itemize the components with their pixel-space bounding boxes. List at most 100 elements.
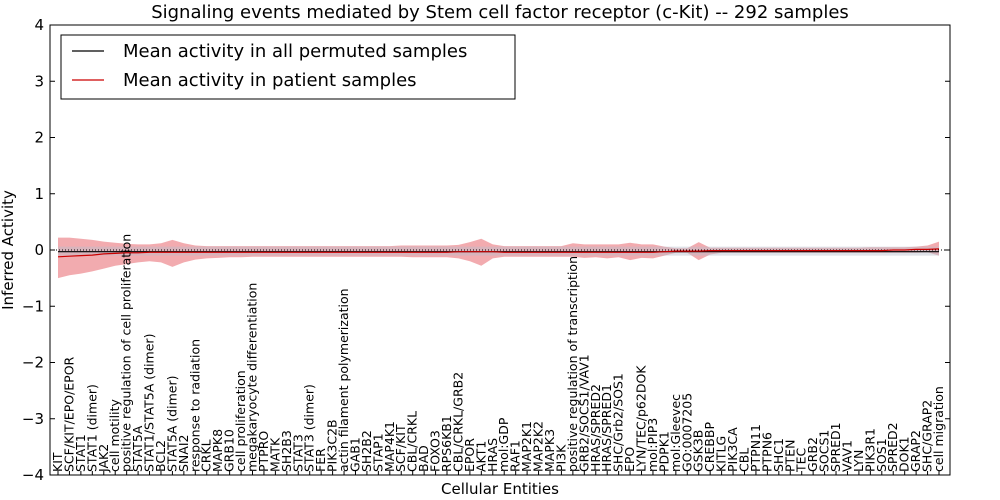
category-label-31: CBL/CRKL [405, 411, 420, 472]
point-s1-49 [617, 251, 620, 254]
point-s1-50 [629, 251, 632, 254]
category-label-17: megakaryocyte differentiation [245, 283, 260, 472]
point-s1-17 [251, 251, 254, 254]
category-label-47: HRAS/SPRED2 [588, 384, 603, 472]
category-label-12: response to radiation [187, 339, 202, 472]
category-label-20: SH2B3 [279, 430, 294, 472]
category-label-27: SH2B2 [359, 430, 374, 472]
plot-frame [49, 24, 951, 476]
legend-box [60, 34, 516, 100]
point-s1-38 [491, 250, 494, 253]
category-label-56: GSK3B [691, 430, 706, 472]
ytick-label-4: 0 [34, 241, 44, 259]
point-s1-24 [331, 251, 334, 254]
ytick-label-6: −2 [22, 354, 44, 372]
category-label-48: HRAS/SPRED1 [599, 384, 614, 472]
category-label-23: FER [313, 448, 328, 472]
category-label-72: SOS1 [874, 438, 889, 472]
series-line-1 [57, 248, 940, 258]
point-s1-7 [137, 251, 140, 254]
category-label-13: CRKL [199, 439, 214, 472]
point-s1-54 [674, 250, 677, 253]
point-s1-30 [400, 251, 403, 254]
point-s1-34 [446, 251, 449, 254]
y-axis-title: Inferred Activity [0, 190, 17, 310]
point-s1-27 [365, 251, 368, 254]
point-s1-40 [514, 251, 517, 254]
category-label-58: KITLG [714, 436, 729, 472]
point-s1-68 [835, 249, 838, 252]
point-s1-77 [938, 247, 941, 250]
category-label-67: SOCS1 [817, 430, 832, 472]
category-label-32: BAD [416, 445, 431, 472]
point-s1-75 [915, 248, 918, 251]
point-s1-13 [205, 251, 208, 254]
ytick-label-5: −1 [22, 297, 44, 315]
category-label-42: MAP2K2 [531, 421, 546, 472]
point-s1-28 [377, 251, 380, 254]
point-s1-0 [57, 255, 60, 258]
point-s1-47 [594, 251, 597, 254]
category-label-30: SCF/KIT [393, 424, 408, 472]
category-label-24: PIK3C2B [325, 419, 340, 472]
ytick-label-2: 2 [34, 129, 44, 147]
category-label-73: SPRED2 [885, 422, 900, 472]
category-label-74: DOK1 [897, 436, 912, 472]
category-label-10: STAT5A (dimer) [164, 376, 179, 472]
point-s0-3 [91, 250, 94, 253]
point-s1-31 [411, 251, 414, 254]
category-label-0: KIT [50, 452, 65, 472]
category-label-45: positive regulation of transcription [565, 256, 580, 472]
point-s1-48 [606, 251, 609, 254]
category-label-50: EPO [622, 447, 637, 472]
category-label-51: LYN/TEC/p62DOK [634, 365, 649, 472]
point-s1-61 [754, 249, 757, 252]
category-label-41: MAP2K1 [519, 421, 534, 472]
category-label-22: STAT3 (dimer) [302, 384, 317, 472]
point-s0-2 [79, 250, 82, 253]
category-label-28: STAP1 [370, 433, 385, 472]
point-s1-58 [720, 249, 723, 252]
point-s1-14 [217, 251, 220, 254]
point-s1-65 [800, 249, 803, 252]
point-s1-53 [663, 250, 666, 253]
category-label-69: VAV1 [840, 440, 855, 472]
point-s1-66 [812, 249, 815, 252]
category-label-33: FOXO3 [428, 430, 443, 472]
point-s1-57 [709, 249, 712, 252]
point-s1-45 [571, 251, 574, 254]
point-s0-0 [57, 250, 60, 253]
category-label-57: CREBBP [702, 422, 717, 472]
point-s1-69 [846, 249, 849, 252]
category-label-53: PDPK1 [656, 431, 671, 472]
category-label-7: STAT5A [130, 425, 145, 472]
point-s1-23 [320, 251, 323, 254]
point-s1-59 [732, 249, 735, 252]
point-s1-16 [240, 251, 243, 254]
point-s1-44 [560, 251, 563, 254]
point-s1-74 [903, 249, 906, 252]
category-label-11: SNAI2 [176, 435, 191, 472]
point-s1-29 [388, 251, 391, 254]
legend: Mean activity in all permuted samples Me… [60, 34, 516, 100]
category-label-18: PTPRO [256, 431, 271, 472]
point-s1-11 [182, 251, 185, 254]
category-label-68: SPRED1 [828, 422, 843, 472]
category-label-52: mol:PIP3 [645, 418, 660, 472]
point-s1-33 [434, 251, 437, 254]
point-s1-62 [766, 249, 769, 252]
category-label-60: CBL [737, 448, 752, 472]
chart-title: Signaling events mediated by Stem cell f… [151, 2, 849, 23]
category-label-40: RAF1 [508, 440, 523, 472]
category-label-59: PIK3CA [725, 427, 740, 472]
point-s1-73 [892, 249, 895, 252]
point-s1-43 [549, 251, 552, 254]
point-s1-55 [686, 250, 689, 253]
category-label-64: PTEN [782, 440, 797, 472]
y-axis-ticks: 4 3 2 1 0 −1 −2 −3 −4 [22, 16, 950, 484]
ytick-label-3: 1 [34, 185, 44, 203]
point-s1-12 [194, 251, 197, 254]
point-s1-37 [480, 250, 483, 253]
